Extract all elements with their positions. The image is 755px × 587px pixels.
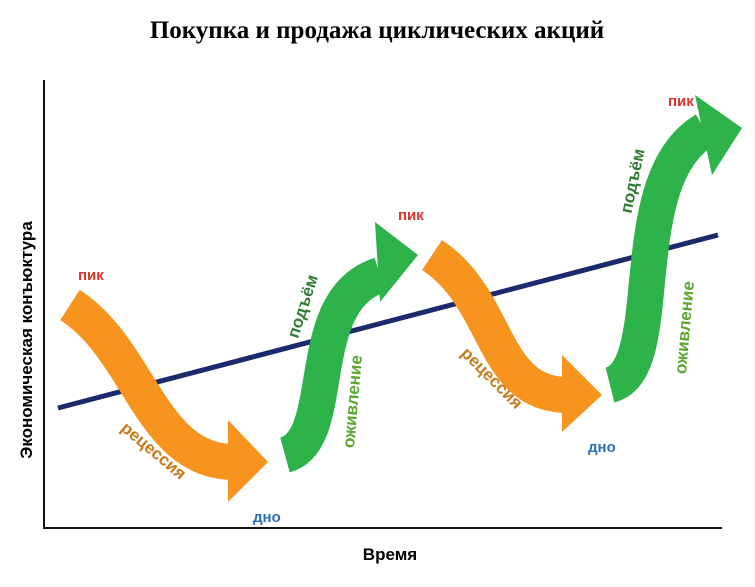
- arrowhead: [228, 420, 268, 502]
- arrowhead: [695, 95, 742, 175]
- bottom-label: дно: [253, 509, 281, 526]
- arrowhead: [375, 222, 418, 302]
- arrow: [602, 114, 716, 403]
- arrow: [421, 239, 567, 413]
- peak-label: пик: [398, 207, 424, 224]
- title: Покупка и продажа циклических акций: [150, 17, 604, 44]
- trend-line: [57, 232, 719, 411]
- recovery-label: оживление: [671, 280, 698, 374]
- arrow: [59, 289, 234, 480]
- recovery-label: оживление: [339, 354, 366, 448]
- peak-label: пик: [668, 93, 694, 110]
- arrowhead: [562, 355, 602, 432]
- bottom-label: дно: [588, 439, 616, 456]
- x-axis-label: Время: [363, 545, 417, 564]
- peak-label: пик: [78, 267, 104, 284]
- arrow: [277, 257, 387, 473]
- y-axis-label: Экономическая конъюктура: [17, 221, 36, 459]
